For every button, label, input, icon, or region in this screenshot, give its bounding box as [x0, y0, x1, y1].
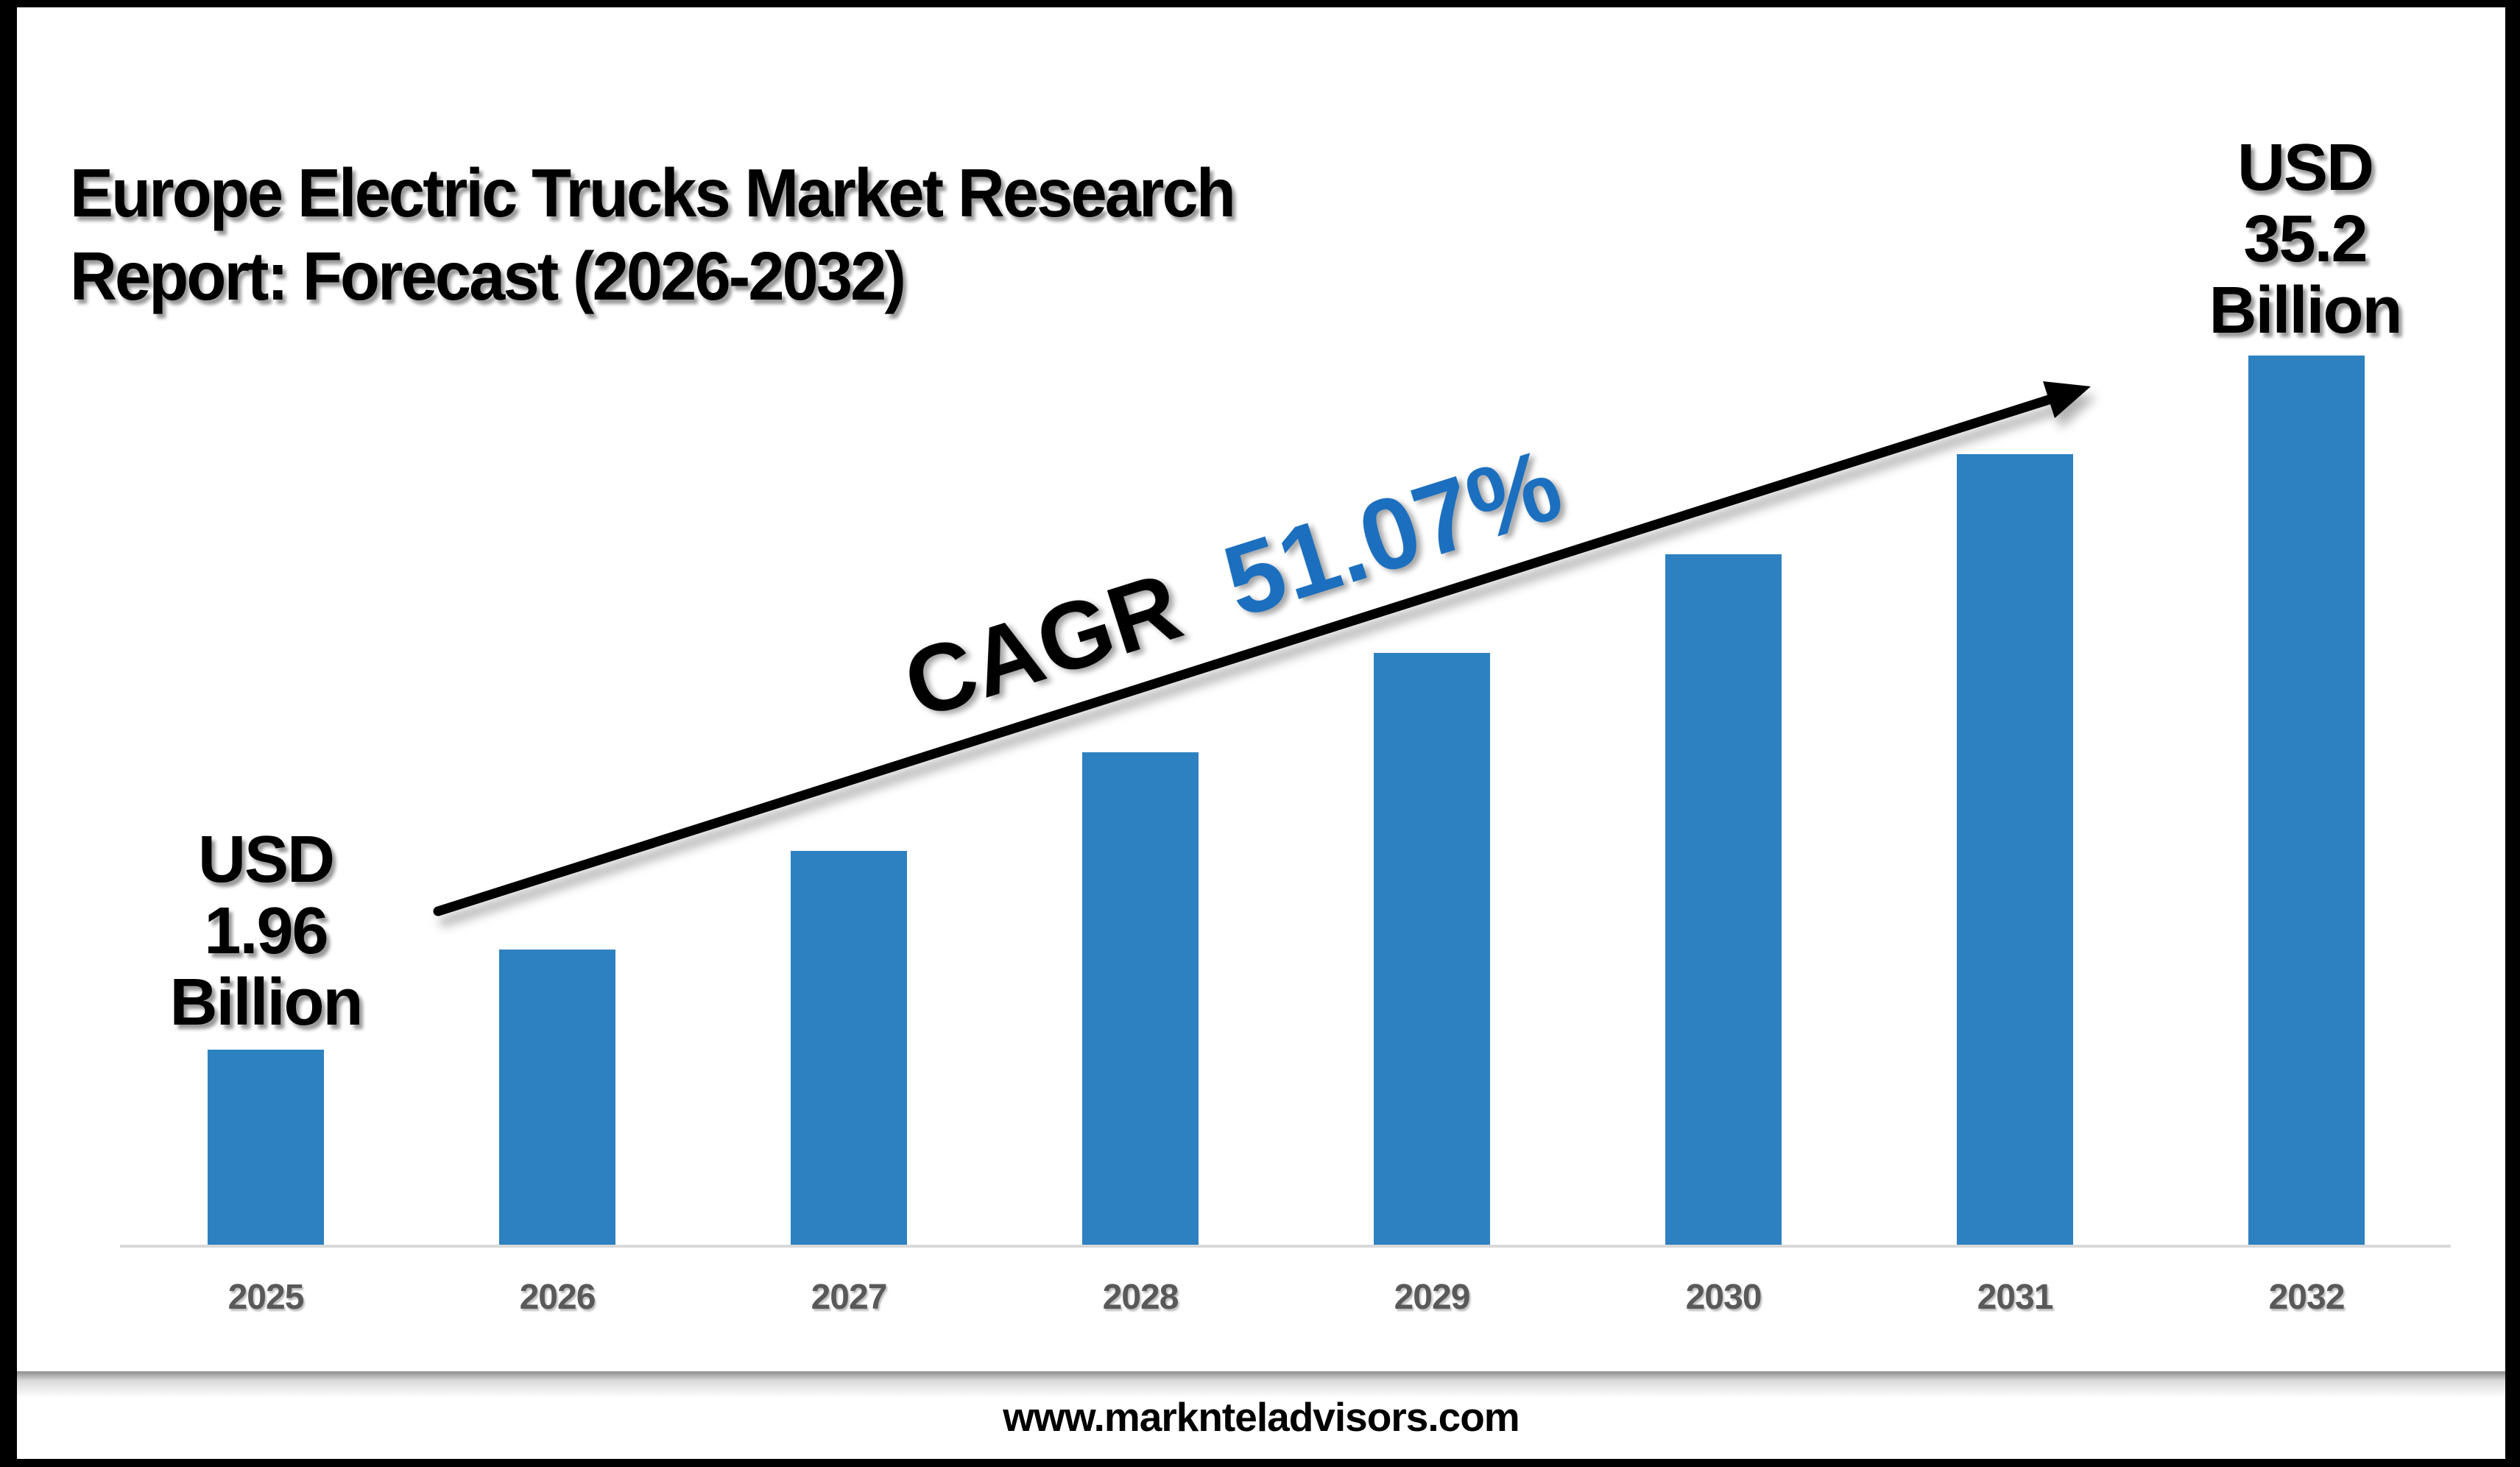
- bar-2029: [1374, 653, 1490, 1245]
- bar-2027: [791, 851, 907, 1245]
- x-axis-baseline: [120, 1245, 2451, 1248]
- bars-layer: [17, 7, 2505, 1459]
- bar-2031: [1957, 454, 2073, 1245]
- footer-bar: www.marknteladvisors.com: [17, 1371, 2505, 1459]
- bar-2032: [2248, 356, 2365, 1245]
- chart-title: Europe Electric Trucks Market Research R…: [70, 155, 1236, 314]
- bar-2030: [1665, 554, 1782, 1245]
- bar-2028: [1082, 752, 1199, 1245]
- value-label-2032: USD 35.2 Billion: [2209, 131, 2403, 347]
- chart-area: Europe Electric Trucks Market Research R…: [17, 7, 2505, 1459]
- bar-2025: [208, 1050, 324, 1245]
- bar-2026: [499, 950, 615, 1245]
- value-label-2025: USD 1.96 Billion: [169, 823, 364, 1039]
- footer-url: www.marknteladvisors.com: [1003, 1394, 1520, 1440]
